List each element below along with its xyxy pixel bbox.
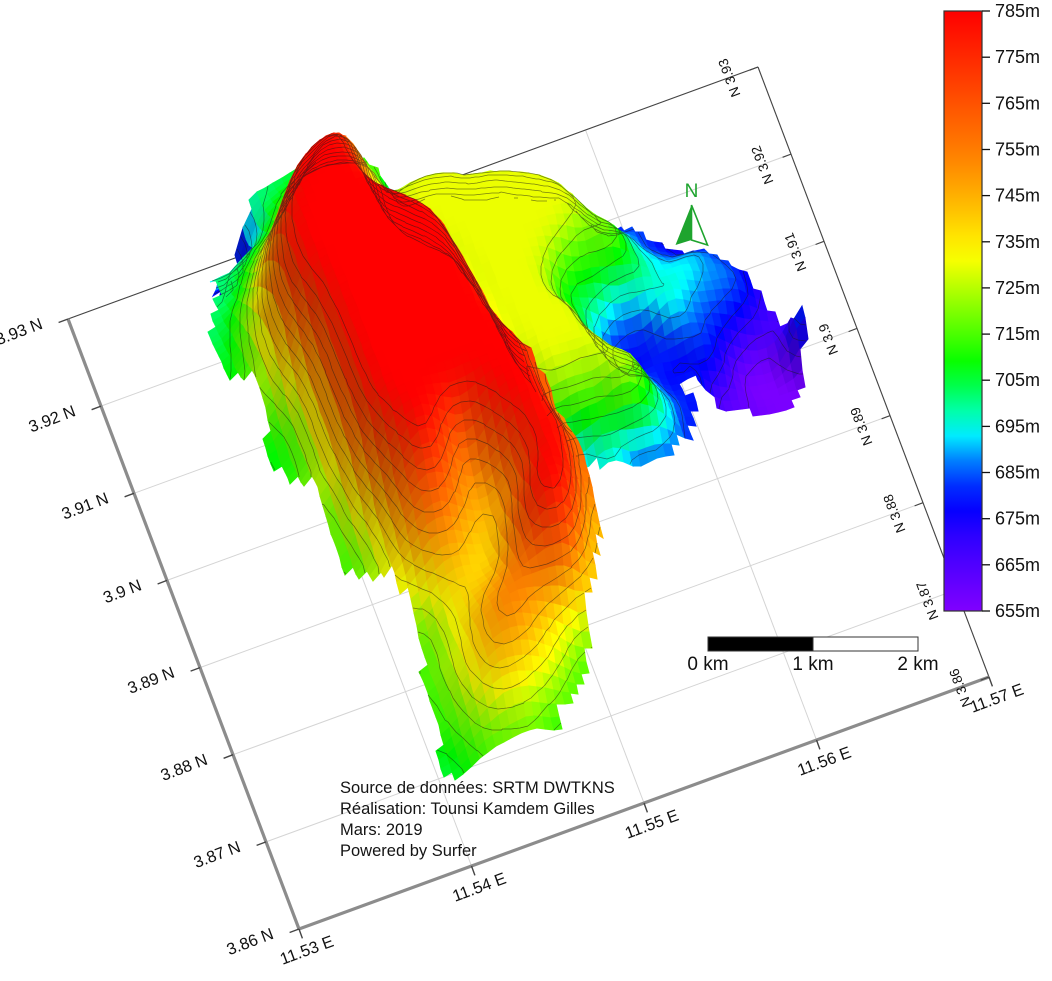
svg-text:Powered by Surfer: Powered by Surfer xyxy=(340,842,477,860)
svg-text:785m: 785m xyxy=(995,1,1040,21)
svg-text:765m: 765m xyxy=(995,93,1040,113)
svg-text:0 km: 0 km xyxy=(687,654,728,675)
svg-text:735m: 735m xyxy=(995,232,1040,252)
svg-text:Mars: 2019: Mars: 2019 xyxy=(340,821,423,839)
svg-text:745m: 745m xyxy=(995,186,1040,206)
svg-text:2 km: 2 km xyxy=(897,654,938,675)
svg-text:675m: 675m xyxy=(995,509,1040,529)
svg-text:705m: 705m xyxy=(995,370,1040,390)
svg-text:775m: 775m xyxy=(995,47,1040,67)
svg-text:Source de données: SRTM DWTKNS: Source de données: SRTM DWTKNS xyxy=(340,779,615,797)
svg-text:715m: 715m xyxy=(995,324,1040,344)
svg-text:725m: 725m xyxy=(995,278,1040,298)
svg-text:755m: 755m xyxy=(995,140,1040,160)
svg-text:695m: 695m xyxy=(995,416,1040,436)
svg-text:N: N xyxy=(685,181,699,202)
svg-text:655m: 655m xyxy=(995,601,1040,621)
svg-text:Réalisation: Tounsi Kamdem Gil: Réalisation: Tounsi Kamdem Gilles xyxy=(340,800,595,818)
svg-text:1 km: 1 km xyxy=(792,654,833,675)
svg-text:665m: 665m xyxy=(995,555,1040,575)
svg-text:685m: 685m xyxy=(995,463,1040,483)
